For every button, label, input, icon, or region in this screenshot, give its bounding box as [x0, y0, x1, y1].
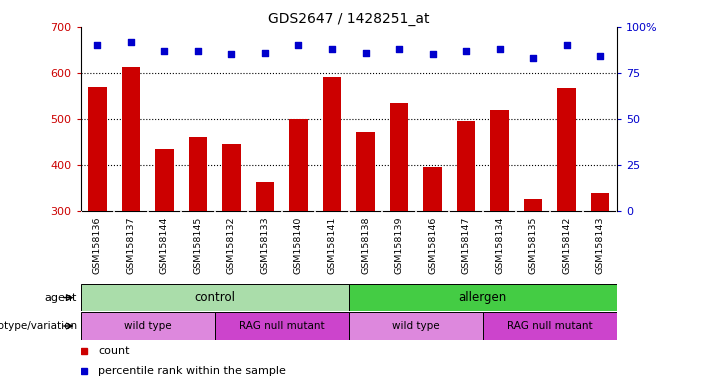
- Point: [594, 53, 606, 60]
- Point: [125, 38, 137, 45]
- Text: GSM158147: GSM158147: [461, 217, 470, 274]
- Text: GSM158141: GSM158141: [327, 217, 336, 274]
- Point: [226, 51, 237, 58]
- Bar: [390, 103, 408, 349]
- Bar: [222, 144, 240, 349]
- Text: wild type: wild type: [124, 321, 172, 331]
- Text: RAG null mutant: RAG null mutant: [239, 321, 325, 331]
- Point: [327, 46, 338, 52]
- Text: GSM158143: GSM158143: [596, 217, 605, 274]
- Bar: [256, 182, 274, 349]
- Text: allergen: allergen: [458, 291, 507, 304]
- Bar: [155, 149, 174, 349]
- Text: GSM158142: GSM158142: [562, 217, 571, 274]
- Point: [92, 42, 103, 48]
- Text: agent: agent: [45, 293, 77, 303]
- Bar: [322, 78, 341, 349]
- Point: [293, 42, 304, 48]
- Title: GDS2647 / 1428251_at: GDS2647 / 1428251_at: [268, 12, 430, 26]
- Text: control: control: [194, 291, 235, 304]
- Text: GSM158144: GSM158144: [160, 217, 169, 274]
- Point: [461, 48, 472, 54]
- Text: GSM158145: GSM158145: [193, 217, 203, 274]
- Text: GSM158132: GSM158132: [227, 217, 236, 274]
- Point: [192, 48, 203, 54]
- Text: GSM158134: GSM158134: [495, 217, 504, 274]
- Text: count: count: [98, 346, 130, 356]
- Text: GSM158135: GSM158135: [529, 217, 538, 274]
- Bar: [122, 67, 140, 349]
- Bar: [557, 88, 576, 349]
- Bar: [88, 87, 107, 349]
- Bar: [591, 193, 609, 349]
- Point: [393, 46, 404, 52]
- Point: [561, 42, 572, 48]
- Bar: [81, 312, 215, 340]
- Text: RAG null mutant: RAG null mutant: [507, 321, 592, 331]
- Bar: [349, 312, 483, 340]
- Bar: [491, 110, 509, 349]
- Bar: [290, 119, 308, 349]
- Text: GSM158137: GSM158137: [126, 217, 135, 274]
- Point: [360, 50, 371, 56]
- Text: GSM158139: GSM158139: [395, 217, 404, 274]
- Point: [159, 48, 170, 54]
- Text: genotype/variation: genotype/variation: [0, 321, 77, 331]
- Bar: [215, 312, 349, 340]
- Bar: [457, 121, 475, 349]
- Bar: [356, 132, 375, 349]
- Point: [494, 46, 505, 52]
- Text: wild type: wild type: [392, 321, 440, 331]
- Text: GSM158140: GSM158140: [294, 217, 303, 274]
- Point: [527, 55, 538, 61]
- Point: [259, 50, 271, 56]
- Text: GSM158138: GSM158138: [361, 217, 370, 274]
- Bar: [349, 284, 617, 311]
- Text: GSM158136: GSM158136: [93, 217, 102, 274]
- Text: percentile rank within the sample: percentile rank within the sample: [98, 366, 286, 376]
- Point: [427, 51, 438, 58]
- Text: GSM158146: GSM158146: [428, 217, 437, 274]
- Bar: [483, 312, 617, 340]
- Bar: [524, 199, 543, 349]
- Bar: [81, 284, 349, 311]
- Bar: [423, 167, 442, 349]
- Bar: [189, 137, 207, 349]
- Text: GSM158133: GSM158133: [261, 217, 269, 274]
